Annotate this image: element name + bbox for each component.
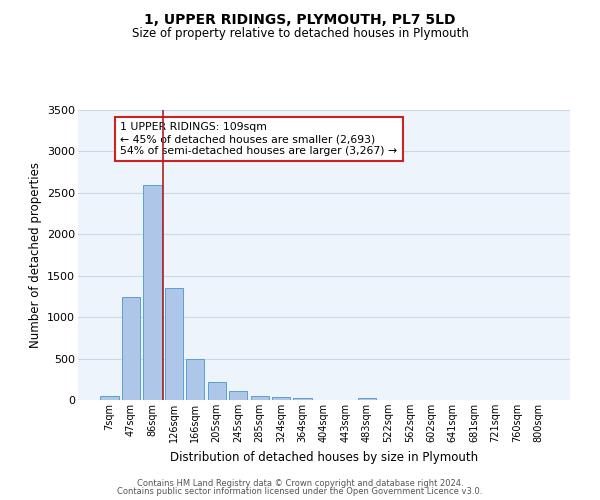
Bar [165, 288, 183, 400]
Bar [358, 398, 376, 400]
Y-axis label: Number of detached properties: Number of detached properties [29, 162, 41, 348]
Bar [100, 396, 119, 400]
Text: Size of property relative to detached houses in Plymouth: Size of property relative to detached ho… [131, 28, 469, 40]
Bar [251, 396, 269, 400]
Text: 1, UPPER RIDINGS, PLYMOUTH, PL7 5LD: 1, UPPER RIDINGS, PLYMOUTH, PL7 5LD [144, 12, 456, 26]
Text: Contains public sector information licensed under the Open Government Licence v3: Contains public sector information licen… [118, 487, 482, 496]
Text: 1 UPPER RIDINGS: 109sqm
← 45% of detached houses are smaller (2,693)
54% of semi: 1 UPPER RIDINGS: 109sqm ← 45% of detache… [120, 122, 397, 156]
X-axis label: Distribution of detached houses by size in Plymouth: Distribution of detached houses by size … [170, 450, 478, 464]
Bar [122, 298, 140, 400]
Bar [186, 358, 205, 400]
Bar [272, 396, 290, 400]
Bar [293, 398, 311, 400]
Text: Contains HM Land Registry data © Crown copyright and database right 2024.: Contains HM Land Registry data © Crown c… [137, 478, 463, 488]
Bar [143, 186, 161, 400]
Bar [229, 391, 247, 400]
Bar [208, 382, 226, 400]
